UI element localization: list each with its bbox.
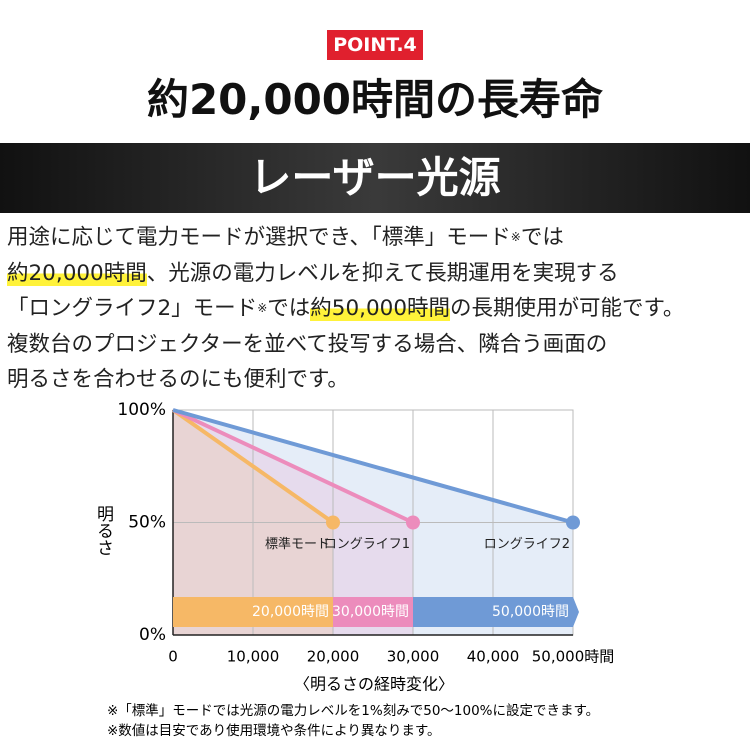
- highlight-text: 約50,000時間: [310, 296, 450, 321]
- paragraph-line: 明るさを合わせるのにも便利です。: [7, 362, 684, 398]
- end-point: [326, 515, 340, 530]
- series-label: ロングライフ1: [324, 537, 410, 552]
- text: 明るさを合わせるのにも便利です。: [7, 367, 349, 392]
- text: 「ロングライフ2」モード: [7, 296, 258, 321]
- x-tick-label: 10,000: [227, 648, 280, 666]
- highlight-text: 約20,000時間: [7, 260, 147, 286]
- badge: POINT.4: [327, 30, 423, 60]
- paragraph-line: 約20,000時間、光源の電力レベルを抑えて長期運用を実現する: [7, 256, 684, 292]
- footnote: ※「標準」モードでは光源の電力レベルを1%刻みで50〜100%に設定できます。: [107, 703, 599, 719]
- series-line: [171, 408, 335, 525]
- headline: 約20,000時間の長寿命: [146, 75, 604, 124]
- text: では: [267, 296, 311, 321]
- y-tick-label: 0%: [139, 625, 166, 645]
- paragraph: 用途に応じて電力モードが選択でき、「標準」モード※では 約20,000時間、光源の…: [7, 220, 684, 398]
- series-line: [172, 408, 414, 525]
- duration-label: 50,000時間: [492, 604, 569, 620]
- footnote: ※数値は目安であり使用環境や条件により異なります。: [107, 722, 441, 739]
- y-tick-label: 50%: [128, 513, 166, 533]
- duration-band: [413, 597, 579, 627]
- y-tick-label: 100%: [117, 400, 166, 420]
- paragraph-line: 「ロングライフ2」モード※では約50,000時間の長期使用が可能です。: [7, 291, 684, 327]
- series-label: 標準モード: [265, 536, 330, 552]
- series-label: ロングライフ2: [484, 537, 570, 552]
- note-mark: ※: [510, 230, 521, 244]
- x-tick-label: 0: [168, 648, 178, 666]
- duration-band: [173, 597, 339, 627]
- x-tick-label: 50,000時間: [532, 648, 615, 666]
- paragraph-line: 用途に応じて電力モードが選択でき、「標準」モード※では: [7, 220, 684, 256]
- end-point: [406, 515, 420, 530]
- banner: レーザー光源: [0, 143, 750, 213]
- y-axis-label: 明るさ: [93, 505, 113, 556]
- duration-label: 30,000時間: [332, 604, 409, 620]
- duration-label: 20,000時間: [252, 604, 329, 620]
- text: の長期使用が可能です。: [450, 296, 685, 321]
- series-line: [172, 408, 574, 525]
- text: 複数台のプロジェクターを並べて投写する場合、隣合う画面の: [7, 331, 608, 357]
- duration-band: [333, 597, 419, 627]
- x-tick-label: 40,000: [467, 648, 520, 666]
- paragraph-line: 複数台のプロジェクターを並べて投写する場合、隣合う画面の: [7, 327, 684, 363]
- text: 、光源の電力レベルを抑えて長期運用を実現する: [146, 260, 619, 286]
- text: 用途に応じて電力モードが選択でき、「標準」モード: [7, 225, 511, 250]
- x-tick-label: 30,000: [387, 648, 440, 666]
- note-mark: ※: [257, 301, 268, 315]
- x-axis-label: 〈明るさの経時変化〉: [294, 675, 454, 694]
- text: では: [520, 225, 564, 250]
- x-tick-label: 20,000: [307, 648, 360, 666]
- end-point: [566, 515, 580, 530]
